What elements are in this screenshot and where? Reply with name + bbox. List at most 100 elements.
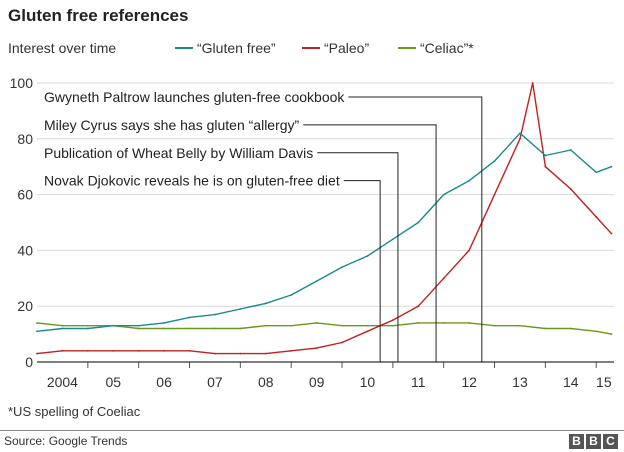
series-point-2-2 [86, 324, 89, 327]
series-point-0-16 [442, 193, 445, 196]
bbc-logo: B B C [569, 434, 618, 449]
series-point-0-4 [137, 324, 140, 327]
series-point-1-18 [493, 193, 496, 196]
series-point-2-1 [61, 324, 64, 327]
legend-item-gluten-free: “Gluten free” [175, 40, 276, 56]
y-tick-label-100: 100 [10, 75, 34, 91]
annotation-leader-2 [317, 152, 399, 362]
series-point-1-7 [214, 352, 216, 355]
footnote: *US spelling of Coeliac [8, 404, 141, 419]
x-tick-label-06: 06 [156, 374, 172, 390]
series-point-2-18 [493, 324, 496, 327]
series-point-2-22 [595, 330, 598, 333]
series-line-2 [36, 322, 612, 335]
series-point-2-15 [417, 322, 420, 324]
series-point-2-13 [366, 324, 369, 327]
legend-label-paleo: “Paleo” [324, 40, 370, 56]
series-point-2-12 [341, 324, 343, 327]
series-point-1-16 [442, 277, 445, 280]
series-point-2-5 [163, 327, 165, 330]
annotation-label-2: Publication of Wheat Belly by William Da… [44, 145, 313, 161]
annotation-leader-3 [343, 180, 381, 362]
series-point-1-9 [264, 352, 267, 355]
x-tick-label-2004: 2004 [47, 374, 78, 390]
line-chart: 0 20 40 60 80 100 2004 05 06 07 08 09 10 11 12 13 14 15 Gw… [10, 75, 614, 390]
bbc-logo-letter-2: B [586, 434, 601, 449]
x-tick-label-15: 15 [596, 374, 612, 390]
x-tick-label-14: 14 [563, 374, 579, 390]
series-point-1-19 [519, 137, 521, 140]
series-point-0-15 [417, 221, 420, 224]
series-point-0-7 [214, 313, 216, 316]
y-tick-label-0: 0 [25, 354, 33, 370]
series-point-0-2 [86, 327, 89, 330]
series-point-0-0 [36, 330, 38, 333]
series-point-1-14 [391, 319, 394, 322]
series-point-2-6 [188, 327, 191, 330]
series-point-1-6 [188, 349, 191, 352]
legend-label-celiac: “Celiac”* [420, 40, 474, 56]
series-point-1-23 [595, 216, 598, 218]
series-point-2-10 [290, 324, 293, 327]
y-tick-label-80: 80 [17, 131, 33, 147]
y-tick-label-20: 20 [17, 298, 33, 314]
legend-label-gluten-free: “Gluten free” [197, 40, 276, 56]
series-point-0-3 [112, 324, 115, 327]
x-tick-label-05: 05 [105, 374, 121, 390]
x-tick-label-09: 09 [309, 374, 325, 390]
series-point-2-19 [519, 324, 521, 327]
legend-swatch-gluten-free [175, 47, 193, 50]
series-point-1-2 [86, 349, 89, 352]
footer-divider [0, 430, 624, 431]
series-point-0-17 [468, 179, 471, 182]
bbc-logo-letter-3: C [603, 434, 618, 449]
series-point-1-13 [366, 330, 369, 333]
series-point-0-10 [290, 294, 293, 296]
series-point-0-6 [188, 316, 191, 319]
series-point-2-14 [391, 324, 394, 327]
x-tick-label-12: 12 [461, 374, 477, 390]
series-point-0-14 [391, 238, 394, 241]
series-point-2-0 [36, 322, 38, 324]
annotation-leader-0 [348, 96, 483, 362]
series-point-0-20 [544, 154, 547, 157]
series-point-0-18 [493, 160, 496, 163]
series-point-0-12 [341, 266, 343, 269]
series-point-1-20 [531, 82, 534, 84]
series-point-2-16 [442, 322, 445, 324]
annotation-label-1: Miley Cyrus says she has gluten “allergy… [44, 117, 300, 133]
annotation-label-0: Gwyneth Paltrow launches gluten-free coo… [44, 89, 345, 105]
series-point-2-11 [315, 322, 318, 324]
series-point-0-23 [610, 165, 613, 168]
series-point-2-21 [569, 327, 572, 330]
series-point-1-12 [341, 341, 343, 344]
series-point-1-22 [569, 188, 572, 190]
x-tick-label-08: 08 [258, 374, 274, 390]
source-note: Source: Google Trends [4, 434, 128, 448]
legend-swatch-celiac [398, 47, 416, 50]
x-tick-label-11: 11 [411, 374, 426, 390]
series-point-0-22 [595, 171, 598, 174]
series-point-0-9 [264, 302, 267, 305]
series-point-2-20 [544, 327, 547, 330]
chart-title: Gluten free references [8, 6, 189, 25]
series-point-1-5 [163, 349, 165, 352]
series-point-0-11 [315, 280, 318, 282]
x-tick-label-13: 13 [512, 374, 528, 390]
series-point-1-24 [610, 232, 613, 235]
series-line-0 [36, 132, 612, 332]
series-point-2-4 [137, 327, 140, 330]
series-point-1-0 [36, 352, 38, 355]
series-point-1-15 [417, 305, 420, 308]
series-point-0-13 [366, 255, 369, 257]
legend-item-paleo: “Paleo” [302, 40, 369, 56]
x-tick-label-10: 10 [360, 374, 376, 390]
series-point-2-7 [214, 327, 216, 330]
annotation-leader-1 [303, 124, 437, 362]
series-point-2-17 [468, 322, 471, 324]
y-tick-label-40: 40 [17, 242, 33, 258]
series-point-2-8 [239, 327, 242, 330]
series-point-1-4 [137, 349, 140, 352]
y-tick-label-60: 60 [17, 187, 33, 203]
series-point-1-21 [544, 165, 547, 168]
